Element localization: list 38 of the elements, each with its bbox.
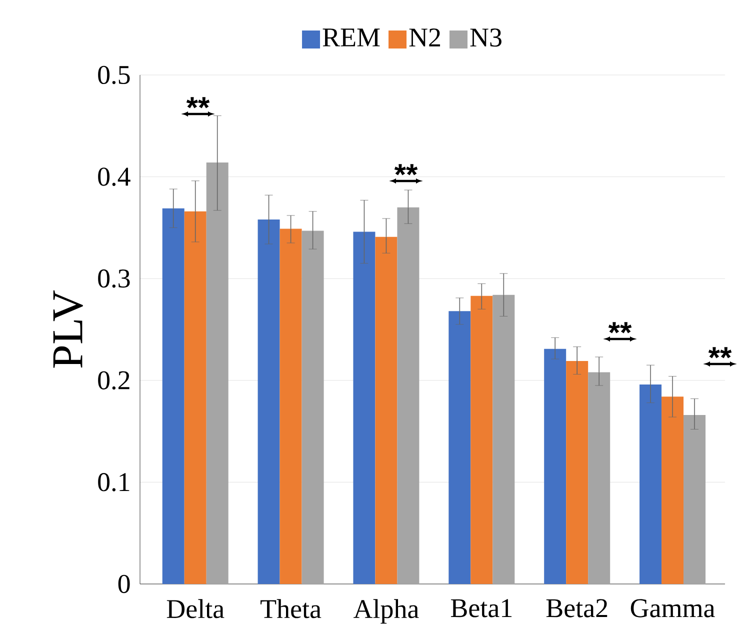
bar — [588, 372, 610, 584]
legend-label: N3 — [470, 28, 502, 47]
x-tick-label: Delta — [166, 599, 224, 618]
bar — [397, 207, 420, 584]
bar — [353, 232, 376, 584]
bar — [492, 294, 515, 584]
bar — [640, 384, 662, 584]
bar — [184, 211, 206, 584]
bar — [448, 311, 471, 584]
y-tick-label: 0.5 — [98, 66, 130, 84]
bar — [206, 162, 228, 584]
annotation: ** — [608, 322, 632, 334]
x-tick-label: Gamma — [630, 599, 715, 618]
bar — [302, 230, 324, 584]
y-tick-label: 0.4 — [98, 168, 130, 186]
annotation: ** — [708, 347, 732, 358]
y-axis-title: PLV — [53, 290, 83, 368]
x-tick-label: Theta — [260, 599, 322, 618]
legend-label: N2 — [409, 28, 440, 46]
bar — [280, 228, 302, 584]
bar — [544, 348, 566, 584]
x-tick-label: Alpha — [353, 599, 419, 624]
annotation: ** — [186, 97, 210, 108]
x-tick-label: Beta2 — [546, 599, 608, 618]
y-tick-label: 0.2 — [98, 371, 130, 390]
legend-label: REM — [322, 28, 380, 46]
bar — [375, 236, 398, 584]
annotation: ** — [394, 164, 418, 176]
bar — [162, 208, 184, 584]
bar — [470, 296, 493, 584]
x-tick-label: Beta1 — [450, 599, 512, 618]
bar — [662, 396, 684, 584]
y-tick-label: 0.1 — [98, 473, 130, 492]
bar — [566, 361, 588, 584]
bar — [258, 220, 280, 584]
y-tick-label: 0 — [118, 574, 130, 594]
y-tick-label: 0.3 — [98, 269, 130, 288]
bar — [684, 414, 706, 584]
